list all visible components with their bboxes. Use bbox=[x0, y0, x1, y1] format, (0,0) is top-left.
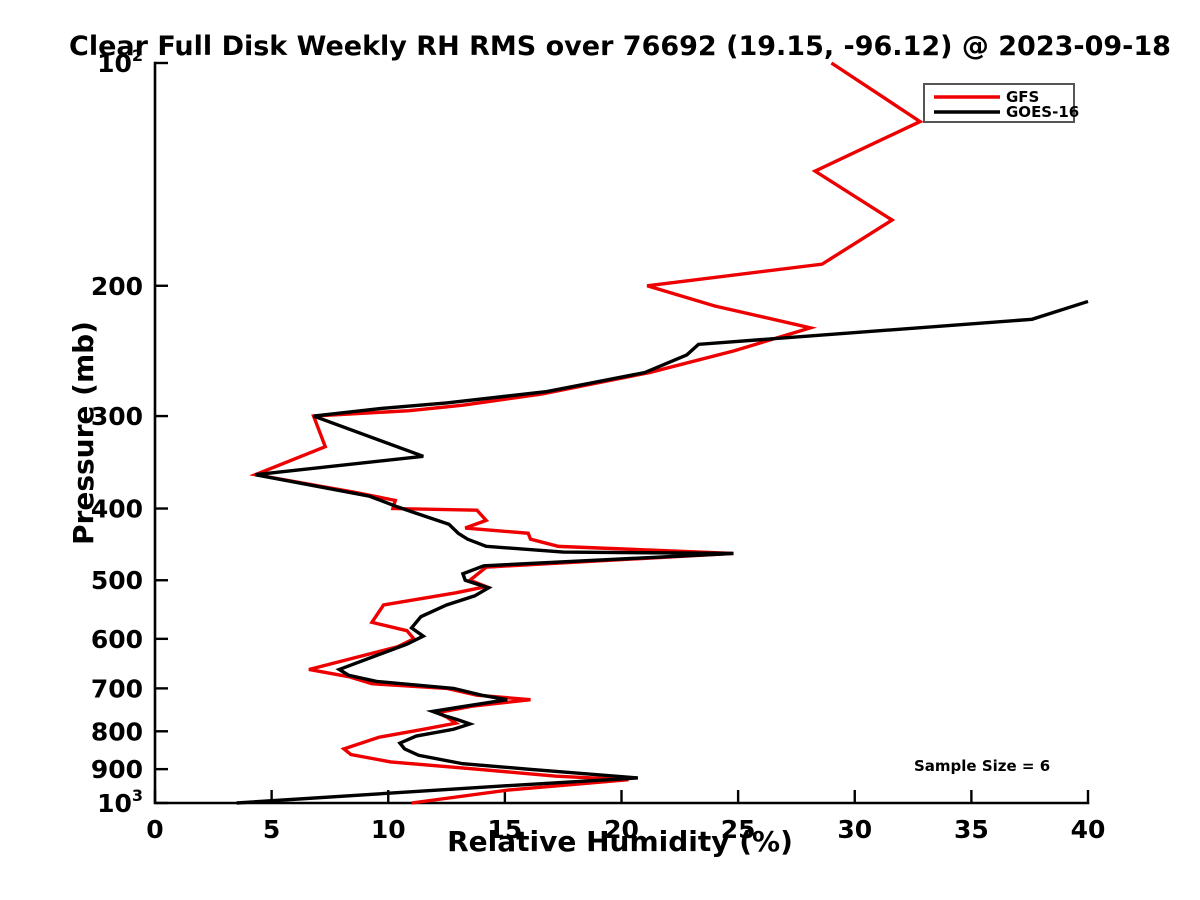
x-tick-label: 5 bbox=[263, 815, 280, 844]
axes-spines bbox=[153, 61, 1090, 805]
y-tick-label: 800 bbox=[91, 717, 143, 746]
y-axis-label: Pressure (mb) bbox=[67, 321, 100, 545]
y-tick-label: 400 bbox=[91, 495, 143, 524]
chart-legend: GFS GOES-16 bbox=[923, 83, 1079, 123]
x-axis-ticks: 0 5 10 15 20 25 30 35 40 bbox=[146, 790, 1105, 844]
y-tick-label: 600 bbox=[91, 625, 143, 654]
y-tick-label: 103 bbox=[97, 786, 143, 818]
x-tick-label: 0 bbox=[146, 815, 163, 844]
legend-background bbox=[923, 83, 1075, 123]
series-line-goes-16 bbox=[236, 299, 1089, 805]
x-tick-label: 40 bbox=[1071, 815, 1106, 844]
sample-size-annotation: Sample Size = 6 bbox=[914, 757, 1050, 775]
y-tick-label: 500 bbox=[91, 566, 143, 595]
y-tick-label: 900 bbox=[91, 755, 143, 784]
y-tick-label: 300 bbox=[91, 402, 143, 431]
x-tick-label: 20 bbox=[604, 815, 639, 844]
y-tick-label: 102 bbox=[97, 46, 143, 78]
x-tick-label: 35 bbox=[954, 815, 989, 844]
x-tick-label: 10 bbox=[371, 815, 406, 844]
data-series-group bbox=[236, 61, 1089, 805]
x-axis-label: Relative Humidity (%) bbox=[447, 825, 793, 858]
x-tick-label: 30 bbox=[837, 815, 872, 844]
y-tick-label: 700 bbox=[91, 674, 143, 703]
y-tick-label: 200 bbox=[91, 272, 143, 301]
legend-label-goes16: GOES-16 bbox=[1006, 103, 1079, 121]
chart-title: Clear Full Disk Weekly RH RMS over 76692… bbox=[69, 31, 1171, 62]
x-tick-label: 25 bbox=[721, 815, 756, 844]
legend-label-gfs: GFS bbox=[1006, 88, 1039, 106]
x-tick-label: 15 bbox=[487, 815, 522, 844]
